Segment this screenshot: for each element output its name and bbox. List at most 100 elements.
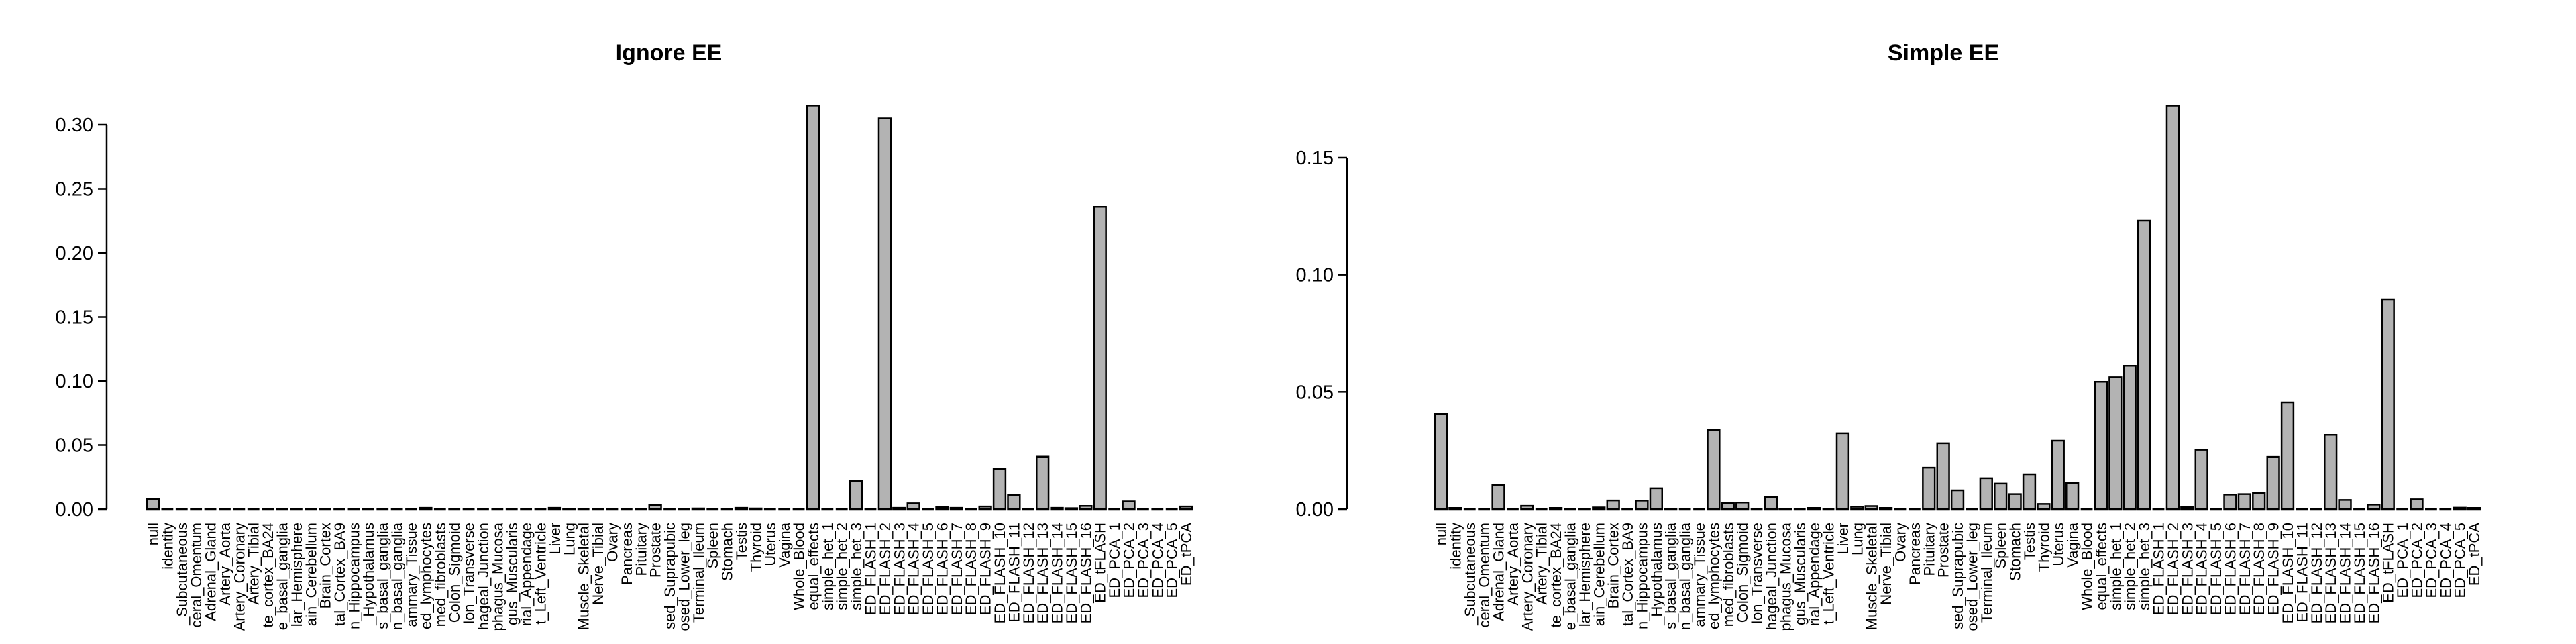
x-tick-label: ED_FLASH_7: [2237, 523, 2253, 615]
bar: [1735, 501, 1750, 511]
bar: [2367, 504, 2381, 511]
bar: [1936, 442, 1950, 511]
x-tick-label: s_basal_ganglia: [374, 522, 391, 629]
x-tick-label: t_Left_Ventricle: [533, 523, 549, 625]
x-tick-label: Artery_Tibial: [1534, 523, 1550, 605]
x-tick-label: simple_het_1: [2107, 523, 2124, 610]
x-tick-label: simple_het_3: [2136, 523, 2153, 610]
bar: [2051, 439, 2065, 511]
x-tick-label: Stomach: [2007, 523, 2024, 581]
x-tick-label: ED_PCA_3: [1135, 523, 1152, 598]
x-tick-label: ED_PCA_4: [1149, 523, 1166, 598]
x-tick-label: identity: [1447, 523, 1464, 570]
bar: [2237, 493, 2251, 511]
x-tick-label: ED_FLASH_10: [2279, 523, 2296, 623]
bar: [1835, 432, 1850, 511]
x-tick-label: ED_PCA_5: [1164, 523, 1181, 598]
bar: [2022, 473, 2037, 511]
bar: [1093, 205, 1107, 511]
x-tick-label: Terminal_Ileum: [690, 523, 707, 623]
x-tick-label: ain_Cerebellum: [303, 523, 319, 626]
x-tick-label: Whole_Blood: [2079, 523, 2096, 610]
x-tick-label: equal_effects: [2093, 523, 2110, 610]
x-tick-label: Artery_Coronary: [1519, 523, 1536, 631]
x-tick-label: rial_Appendage: [518, 523, 535, 626]
x-tick-label: Muscle_Skeletal: [1864, 523, 1880, 630]
x-tick-label: ceral_Omentum: [1476, 523, 1493, 628]
x-tick-label: osed_Lower_leg: [1964, 523, 1980, 631]
y-tick-label: 0.15: [1296, 148, 1334, 169]
x-tick-label: ED_PCA_2: [2409, 523, 2426, 598]
x-tick-label: Nerve_Tibial: [1878, 523, 1894, 605]
bar: [1122, 500, 1136, 511]
x-tick-label: Pituitary: [1921, 523, 1937, 576]
y-tick-label: 0.15: [56, 307, 93, 329]
chart-panel-ignore-ee: Ignore EE 0.00 0.05 0.10 0.15 0.20 0.25 0.30 nu…: [56, 40, 1195, 631]
bar: [1994, 482, 2008, 511]
x-tick-label: ED_FLASH_11: [1006, 523, 1022, 623]
x-tick-label: ED_FLASH_8: [963, 523, 979, 615]
x-tick-label: ED_FLASH_15: [1063, 523, 1080, 623]
bar: [2338, 499, 2352, 511]
x-tick-label: ED_PCA_1: [1106, 523, 1123, 598]
x-tick-label: n_Hippocampus: [1633, 523, 1650, 629]
x-tick-label: lon_Transverse: [461, 523, 478, 624]
bar: [648, 504, 662, 511]
bar: [1635, 500, 1649, 511]
chart-title: Ignore EE: [616, 40, 722, 66]
x-tick-label: gus_Muscularis: [504, 523, 521, 625]
x-tick-label: ED_FLASH_14: [1049, 523, 1066, 623]
bar: [806, 105, 820, 511]
x-tick-label: _Hypothalamus: [1648, 523, 1665, 626]
x-tick-label: ED_FLASH_13: [1034, 523, 1051, 623]
x-tick-label: simple_het_2: [834, 523, 851, 610]
x-tick-label: Prostate: [647, 523, 664, 578]
bar: [1664, 508, 1678, 511]
x-tick-label: ammary_Tissue: [403, 523, 420, 627]
x-tick-label: ED_FLASH_9: [977, 523, 994, 615]
bar: [1079, 504, 1093, 511]
x-tick-label: Artery_Coronary: [231, 523, 248, 631]
bar: [2280, 401, 2295, 511]
bar: [2410, 498, 2424, 511]
bar: [1434, 413, 1448, 511]
bar: [1548, 507, 1563, 511]
x-tick-label: _Hypothalamus: [360, 523, 377, 626]
x-tick-label: equal_effects: [805, 523, 822, 610]
chart-title: Simple EE: [1888, 40, 1999, 66]
bar: [1036, 455, 1050, 511]
x-tick-label: tal_Cortex_BA9: [1619, 523, 1636, 626]
x-tick-label: Adrenal_Gland: [203, 523, 219, 621]
x-tick-label: Terminal_Ileum: [1978, 523, 1995, 623]
x-tick-label: sed_Suprapubic: [1949, 523, 1966, 629]
x-tick-label: te_cortex_BA24: [260, 523, 276, 628]
x-tick-label: ED_PCA_4: [2437, 523, 2454, 598]
x-tick-label: Artery_Aorta: [1505, 522, 1521, 605]
bar: [978, 505, 992, 511]
x-tick-label: Ovary: [604, 523, 621, 562]
bar: [906, 502, 920, 511]
y-tick-label: 0.05: [56, 435, 93, 457]
x-tick-label: osed_Lower_leg: [676, 523, 692, 631]
x-tick-label: ceral_Omentum: [188, 523, 205, 628]
x-tick-label: Lung: [561, 523, 578, 555]
bar: [2453, 506, 2467, 511]
bar: [749, 507, 763, 511]
bar: [1448, 507, 1462, 511]
bar: [2266, 455, 2280, 511]
bar: [1649, 487, 1663, 511]
x-tick-label: ED_FLASH_7: [949, 523, 965, 615]
bar: [562, 508, 576, 511]
bar: [1707, 429, 1721, 511]
x-tick-label: ED_FLASH_3: [2179, 523, 2196, 615]
y-tick-label: 0.25: [56, 179, 93, 201]
x-tick-label: lar_Hemisphere: [1576, 523, 1593, 627]
x-tick-label: Testis: [2021, 523, 2038, 560]
bar: [691, 507, 705, 511]
y-tick-label: 0.00: [56, 499, 93, 521]
x-tick-label: tal_Cortex_BA9: [331, 523, 348, 626]
x-tick-label: simple_het_1: [819, 523, 836, 610]
bar: [2467, 507, 2481, 511]
x-tick-label: Prostate: [1935, 523, 1952, 578]
